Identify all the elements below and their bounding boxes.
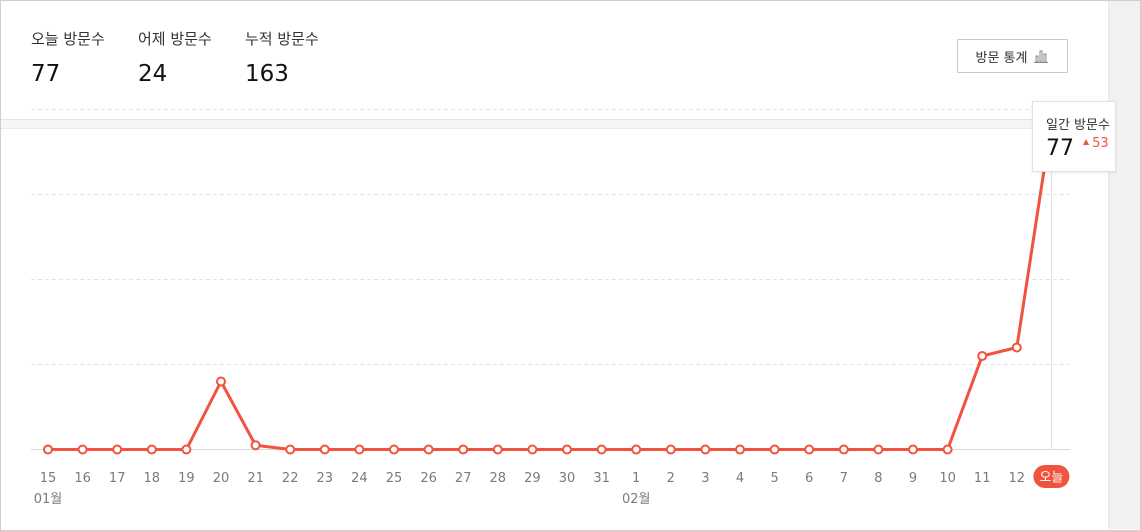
x-tick-label-today: 오늘 bbox=[1039, 471, 1063, 486]
x-month-label: 01월 bbox=[34, 492, 63, 507]
visit-stats-button-label: 방문 통계 bbox=[975, 50, 1028, 66]
tooltip-delta: ▲ 53 bbox=[1083, 136, 1109, 151]
data-point bbox=[458, 444, 469, 455]
x-tick-label: 3 bbox=[701, 471, 709, 486]
x-tick-label: 18 bbox=[144, 471, 161, 486]
stat-today: 오늘 방문수 77 bbox=[31, 28, 105, 87]
data-point bbox=[285, 444, 296, 455]
daily-visits-chart: 15 16 17 18 19 20 21 22 23 24 25 26 27 28 29 30 31 1 2 3 4 5 6… bbox=[31, 109, 1070, 507]
data-point bbox=[146, 444, 157, 455]
chart-points bbox=[43, 116, 1058, 455]
x-tick-label: 17 bbox=[109, 471, 126, 486]
x-tick-label: 10 bbox=[939, 471, 956, 486]
x-tick-label: 31 bbox=[593, 471, 610, 486]
x-month-label: 02월 bbox=[622, 492, 651, 507]
data-point bbox=[769, 444, 780, 455]
data-point bbox=[216, 376, 226, 387]
x-tick-label: 2 bbox=[667, 471, 675, 486]
data-point bbox=[77, 444, 88, 455]
tooltip-value: 77 bbox=[1046, 136, 1074, 161]
data-point bbox=[492, 444, 503, 455]
x-tick-label: 30 bbox=[559, 471, 576, 486]
data-point bbox=[873, 444, 884, 455]
x-tick-label: 4 bbox=[736, 471, 744, 486]
x-tick-label: 26 bbox=[420, 471, 437, 486]
data-point bbox=[389, 444, 399, 455]
stat-total-label: 누적 방문수 bbox=[245, 30, 319, 48]
chart-x-axis: 15 16 17 18 19 20 21 22 23 24 25 26 27 28 29 30 31 1 2 3 4 5 6… bbox=[34, 465, 1070, 507]
stat-total-value: 163 bbox=[245, 61, 289, 87]
data-point bbox=[181, 444, 192, 455]
x-tick-label: 5 bbox=[770, 471, 778, 486]
x-tick-label: 21 bbox=[247, 471, 264, 486]
data-point bbox=[700, 444, 711, 455]
data-point bbox=[112, 444, 123, 455]
x-tick-label: 11 bbox=[974, 471, 991, 486]
stat-yesterday: 어제 방문수 24 bbox=[138, 28, 212, 87]
x-tick-label: 12 bbox=[1009, 471, 1026, 486]
data-point bbox=[527, 444, 538, 455]
daily-visits-tooltip: 일간 방문수 77 ▲ 53 bbox=[1032, 101, 1116, 172]
data-point bbox=[354, 444, 365, 455]
data-point bbox=[908, 444, 918, 455]
x-tick-label: 24 bbox=[351, 471, 368, 486]
stat-today-value: 77 bbox=[31, 61, 61, 87]
data-point bbox=[631, 444, 642, 455]
x-tick-label: 7 bbox=[840, 471, 848, 486]
series-line bbox=[48, 122, 1053, 451]
today-badge bbox=[1033, 465, 1070, 488]
visit-stats-button[interactable]: 방문 통계 bbox=[957, 39, 1068, 73]
data-point bbox=[735, 444, 745, 455]
x-tick-label: 8 bbox=[874, 471, 882, 486]
x-tick-label: 6 bbox=[805, 471, 813, 486]
tooltip-title: 일간 방문수 bbox=[1046, 118, 1110, 133]
x-tick-label: 9 bbox=[909, 471, 917, 486]
x-tick-label: 25 bbox=[386, 471, 403, 486]
x-tick-label: 28 bbox=[490, 471, 507, 486]
data-point bbox=[942, 444, 953, 455]
section-divider bbox=[1, 119, 1108, 129]
scrollbar[interactable] bbox=[1108, 1, 1140, 529]
x-tick-label: 19 bbox=[178, 471, 195, 486]
bar-chart-icon bbox=[1034, 50, 1049, 63]
chart-grid bbox=[31, 109, 1070, 450]
stat-yesterday-value: 24 bbox=[138, 61, 168, 87]
data-point bbox=[1011, 342, 1022, 353]
stat-yesterday-label: 어제 방문수 bbox=[138, 30, 212, 48]
data-point bbox=[665, 444, 676, 455]
stat-today-label: 오늘 방문수 bbox=[31, 30, 105, 48]
stat-total: 누적 방문수 163 bbox=[245, 28, 319, 87]
data-point bbox=[562, 444, 572, 455]
x-tick-label: 15 bbox=[40, 471, 57, 486]
x-tick-label: 23 bbox=[317, 471, 334, 486]
x-tick-label: 22 bbox=[282, 471, 299, 486]
data-point bbox=[319, 444, 330, 455]
data-point bbox=[596, 444, 607, 455]
chart-series bbox=[48, 122, 1053, 451]
data-point bbox=[804, 444, 815, 455]
x-tick-label: 16 bbox=[74, 471, 91, 486]
data-point bbox=[250, 440, 261, 451]
x-tick-label: 1 bbox=[632, 471, 640, 486]
tooltip-delta-value: 53 bbox=[1092, 136, 1109, 151]
x-tick-label: 29 bbox=[524, 471, 541, 486]
x-tick-label: 27 bbox=[455, 471, 472, 486]
data-point bbox=[43, 444, 53, 455]
up-triangle-icon: ▲ bbox=[1083, 137, 1090, 146]
data-point bbox=[977, 351, 988, 361]
x-tick-label: 20 bbox=[213, 471, 230, 486]
data-point bbox=[423, 444, 434, 455]
data-point bbox=[838, 444, 849, 455]
